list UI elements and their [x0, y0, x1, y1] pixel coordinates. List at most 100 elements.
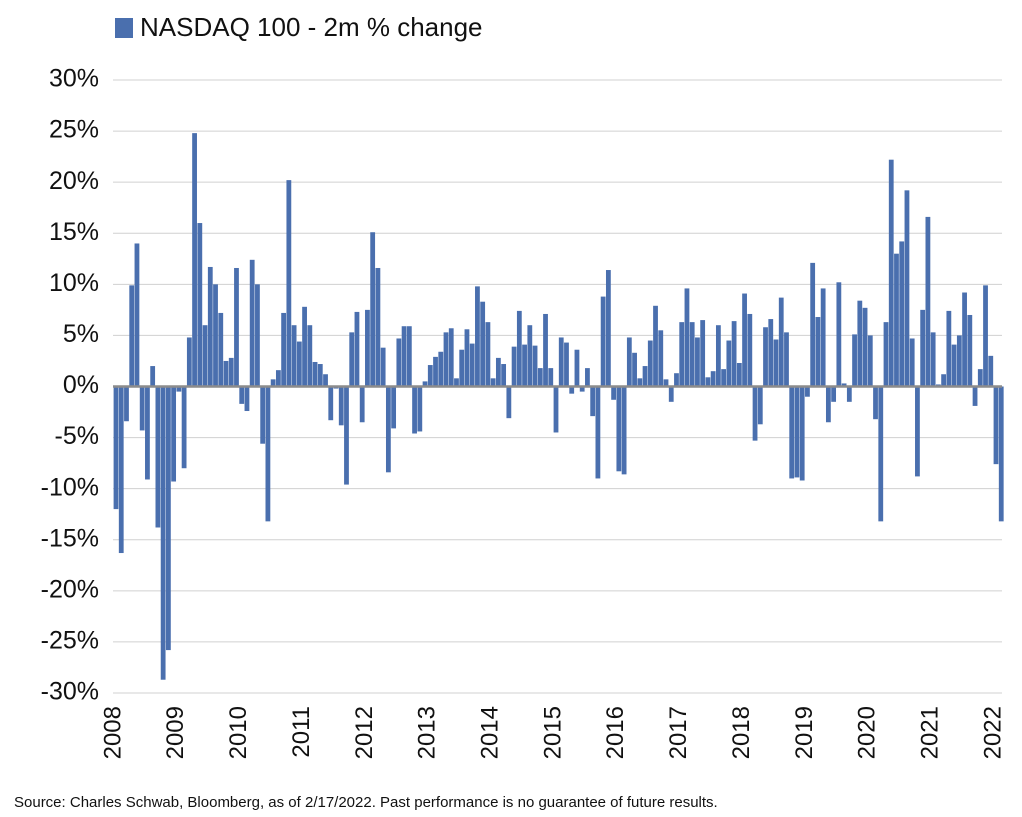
bar	[459, 349, 465, 387]
bar	[291, 325, 297, 387]
bar	[663, 379, 669, 387]
bar	[129, 285, 135, 387]
bar	[532, 345, 538, 387]
bar	[464, 329, 470, 387]
bar	[427, 365, 433, 387]
bar	[579, 386, 585, 392]
bar	[721, 369, 727, 387]
bar	[715, 325, 721, 387]
bar	[700, 320, 706, 387]
bar	[454, 378, 459, 387]
bar	[805, 386, 810, 397]
bar	[825, 386, 831, 423]
x-tick-label: 2020	[854, 706, 881, 759]
bar	[197, 223, 203, 387]
bar	[962, 292, 967, 387]
bar	[527, 325, 533, 387]
y-tick-label: -30%	[41, 678, 99, 706]
x-tick-label: 2015	[539, 706, 566, 759]
y-tick-label: -25%	[41, 627, 99, 655]
y-tick-label: -10%	[41, 473, 99, 501]
bar	[139, 386, 145, 431]
bar	[145, 386, 150, 480]
source-note: Source: Charles Schwab, Bloomberg, as of…	[14, 794, 718, 811]
bar	[244, 386, 250, 412]
bar	[993, 386, 999, 465]
bar	[155, 386, 161, 528]
bar	[260, 386, 266, 444]
bar	[977, 369, 983, 387]
bar	[412, 386, 417, 434]
bar	[160, 386, 166, 680]
bar	[778, 297, 784, 387]
y-tick-label: 10%	[49, 269, 99, 297]
bar	[904, 190, 910, 387]
bar	[637, 378, 643, 387]
bar	[511, 346, 517, 387]
bar	[794, 386, 800, 478]
bar	[275, 370, 281, 387]
bar	[286, 180, 292, 387]
bar	[344, 386, 349, 485]
bar	[281, 312, 287, 387]
bar	[757, 386, 763, 425]
bar	[605, 270, 611, 387]
bar	[621, 386, 627, 475]
bar	[564, 342, 569, 387]
bar	[537, 368, 543, 387]
y-tick-label: -15%	[41, 524, 99, 552]
bar	[553, 386, 559, 433]
bar	[574, 349, 580, 387]
bar	[768, 319, 774, 387]
x-tick-label: 2014	[476, 706, 503, 759]
bar	[181, 386, 187, 469]
x-tick-label: 2017	[665, 706, 692, 759]
bar	[234, 267, 239, 387]
bar	[223, 360, 229, 387]
bar	[946, 310, 952, 387]
y-tick-label: 30%	[49, 65, 99, 93]
bar	[930, 332, 936, 387]
bar	[396, 338, 402, 387]
bar	[941, 374, 947, 387]
bar	[752, 386, 758, 441]
bar	[417, 386, 423, 432]
x-tick-label: 2022	[979, 706, 1006, 759]
x-tick-label: 2013	[414, 706, 441, 759]
bar	[186, 337, 192, 387]
y-tick-label: -5%	[55, 422, 99, 450]
bar	[658, 330, 664, 387]
bar	[270, 379, 276, 387]
bar	[915, 386, 920, 477]
y-tick-label: 5%	[63, 320, 99, 348]
x-tick-label: 2008	[99, 706, 126, 759]
y-tick-label: 15%	[49, 218, 99, 246]
bar	[255, 284, 260, 387]
bar	[171, 386, 177, 482]
bar	[595, 386, 601, 479]
bar	[899, 241, 905, 387]
bar	[653, 305, 658, 387]
bar	[401, 326, 407, 387]
bar	[841, 383, 847, 387]
bar	[485, 322, 491, 387]
legend-label: NASDAQ 100 - 2m % change	[140, 12, 483, 42]
bar	[747, 313, 753, 387]
bar	[784, 332, 789, 387]
bar	[894, 253, 899, 387]
bar	[951, 344, 957, 387]
bar	[763, 327, 768, 387]
bar	[585, 368, 590, 387]
bar	[422, 381, 428, 387]
bar	[736, 363, 742, 387]
bar	[176, 386, 182, 392]
bar	[522, 344, 527, 387]
bar	[742, 293, 747, 387]
bar	[846, 386, 852, 402]
bar	[836, 282, 842, 387]
bar	[862, 307, 868, 387]
bar	[228, 357, 234, 387]
bar	[406, 326, 412, 387]
bar	[925, 216, 931, 387]
